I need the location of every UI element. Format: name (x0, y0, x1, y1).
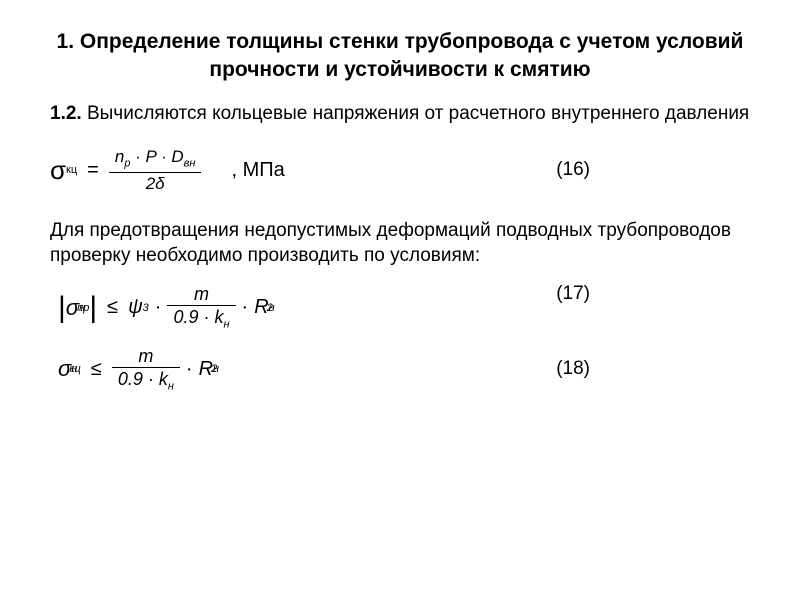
fraction-17: m 0.9 · kн (167, 283, 235, 333)
leq-sign: ≤ (91, 358, 102, 381)
formula-18-lhs: σнкц (58, 356, 81, 382)
equation-number-17: (17) (556, 283, 750, 305)
section-heading: 1.2. Вычисляются кольцевые напряжения от… (50, 101, 750, 127)
unit-label: , МПа (231, 159, 284, 182)
formula-16-row: σкц = np · P · Dвн 2δ , МПа (16) (50, 146, 750, 193)
formula-18-row: σнкц ≤ m 0.9 · kн · Rн2 (18) (50, 345, 750, 395)
formula-18-rhs: m 0.9 · kн · Rн2 (112, 345, 217, 395)
sigma-symbol: σ (50, 155, 66, 186)
equals-sign: = (87, 159, 99, 182)
leq-sign: ≤ (107, 296, 118, 319)
page-title: 1. Определение толщины стенки трубопрово… (50, 28, 750, 85)
denominator: 2δ (140, 173, 171, 194)
formula-17-rhs: ψ3 · m 0.9 · kн · Rн2 (128, 283, 273, 333)
formula-16: σкц = np · P · Dвн 2δ (50, 146, 201, 193)
numerator: np · P · Dвн (109, 146, 202, 171)
section-text: Вычисляются кольцевые напряжения от расч… (82, 103, 750, 124)
equation-number-18: (18) (556, 358, 750, 380)
sigma-subscript: кц (66, 164, 77, 176)
formula-17-row: | σнпр | ≤ ψ3 · m 0.9 · kн · Rн2 (17) (50, 283, 750, 333)
section-number: 1.2. (50, 103, 82, 124)
fraction-18: m 0.9 · kн (112, 345, 180, 395)
fraction-16: np · P · Dвн 2δ (109, 146, 202, 193)
formula-17-lhs: | σнпр | (58, 293, 97, 323)
body-paragraph: Для предотвращения недопустимых деформац… (50, 218, 750, 269)
document-page: 1. Определение толщины стенки трубопрово… (0, 0, 800, 434)
equation-number-16: (16) (556, 159, 750, 181)
